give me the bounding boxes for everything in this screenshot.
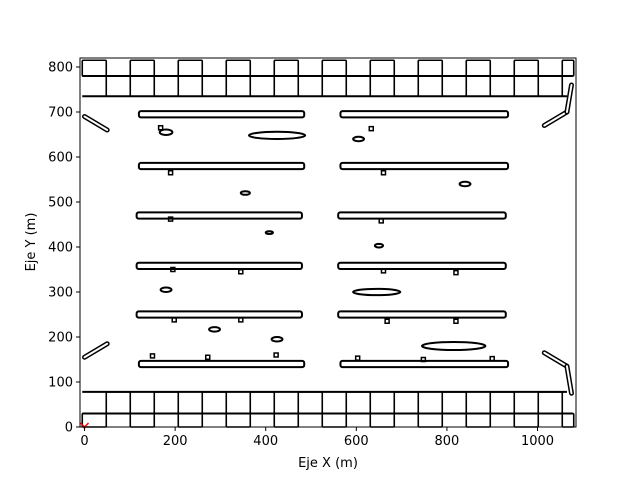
small-mark: [453, 269, 459, 276]
y-tick-label: 200: [48, 331, 73, 346]
small-mark: [149, 353, 156, 359]
small-mark: [238, 269, 244, 275]
small-mark: [489, 355, 495, 362]
parking-row: [337, 261, 507, 271]
small-mark: [378, 218, 384, 224]
y-tick-label: 800: [48, 61, 73, 76]
parking-row: [137, 161, 306, 171]
plot-frame: [79, 57, 577, 428]
small-mark: [238, 317, 244, 323]
obstacle: [458, 180, 472, 188]
obstacle: [158, 128, 174, 136]
parking-row: [137, 359, 306, 369]
curb-inner: [543, 351, 568, 368]
obstacle: [208, 326, 221, 333]
x-tick-label: 200: [163, 434, 188, 449]
curb-inner: [83, 115, 109, 131]
curb-inner: [543, 111, 568, 127]
x-tick-label: 600: [344, 434, 369, 449]
small-mark: [204, 354, 211, 360]
axis-ticks: 0 200 400 600 800 1000 0 100 200 300 400 500 600 700 8…: [48, 61, 554, 450]
x-tick-label: 0: [80, 434, 88, 449]
parking-row: [135, 261, 303, 271]
y-tick-label: 400: [48, 241, 73, 256]
small-mark: [170, 266, 176, 273]
small-mark: [384, 318, 390, 324]
y-tick-label: 0: [65, 421, 73, 436]
parking-row: [137, 110, 306, 119]
obstacle: [352, 287, 402, 297]
y-tick-label: 100: [48, 376, 73, 391]
obstacle: [247, 130, 307, 140]
small-mark: [453, 318, 459, 324]
obstacle: [420, 340, 487, 352]
parking-row: [339, 161, 510, 171]
small-mark: [171, 317, 177, 323]
parking-row: [135, 310, 303, 319]
small-mark: [368, 125, 375, 132]
y-axis-label: Eje Y (m): [24, 213, 39, 272]
y-tick-label: 600: [48, 151, 73, 166]
small-mark: [354, 355, 361, 361]
small-mark: [273, 352, 279, 358]
obstacle: [373, 242, 385, 249]
small-mark: [167, 216, 174, 222]
curb-inner: [565, 365, 573, 395]
obstacle: [239, 190, 251, 196]
plot-area: [79, 59, 575, 429]
small-mark: [380, 170, 387, 176]
parking-row: [135, 211, 303, 220]
parking-row: [337, 310, 507, 319]
curb-inner: [83, 342, 109, 359]
parking-row: [337, 211, 507, 220]
x-tick-label: 800: [434, 434, 459, 449]
small-mark: [420, 356, 427, 363]
x-tick-label: 400: [253, 434, 278, 449]
small-mark: [167, 170, 174, 176]
obstacle: [270, 336, 284, 343]
y-tick-label: 700: [48, 106, 73, 121]
x-axis-label: Eje X (m): [298, 456, 358, 471]
curb-inner: [565, 84, 573, 113]
obstacle: [264, 230, 274, 235]
obstacle: [159, 286, 173, 293]
obstacle: [352, 135, 366, 143]
parking-row: [339, 110, 510, 119]
small-mark: [157, 125, 164, 131]
small-mark: [380, 268, 387, 274]
y-tick-label: 500: [48, 196, 73, 211]
y-tick-label: 300: [48, 286, 73, 301]
x-tick-label: 1000: [521, 434, 554, 449]
